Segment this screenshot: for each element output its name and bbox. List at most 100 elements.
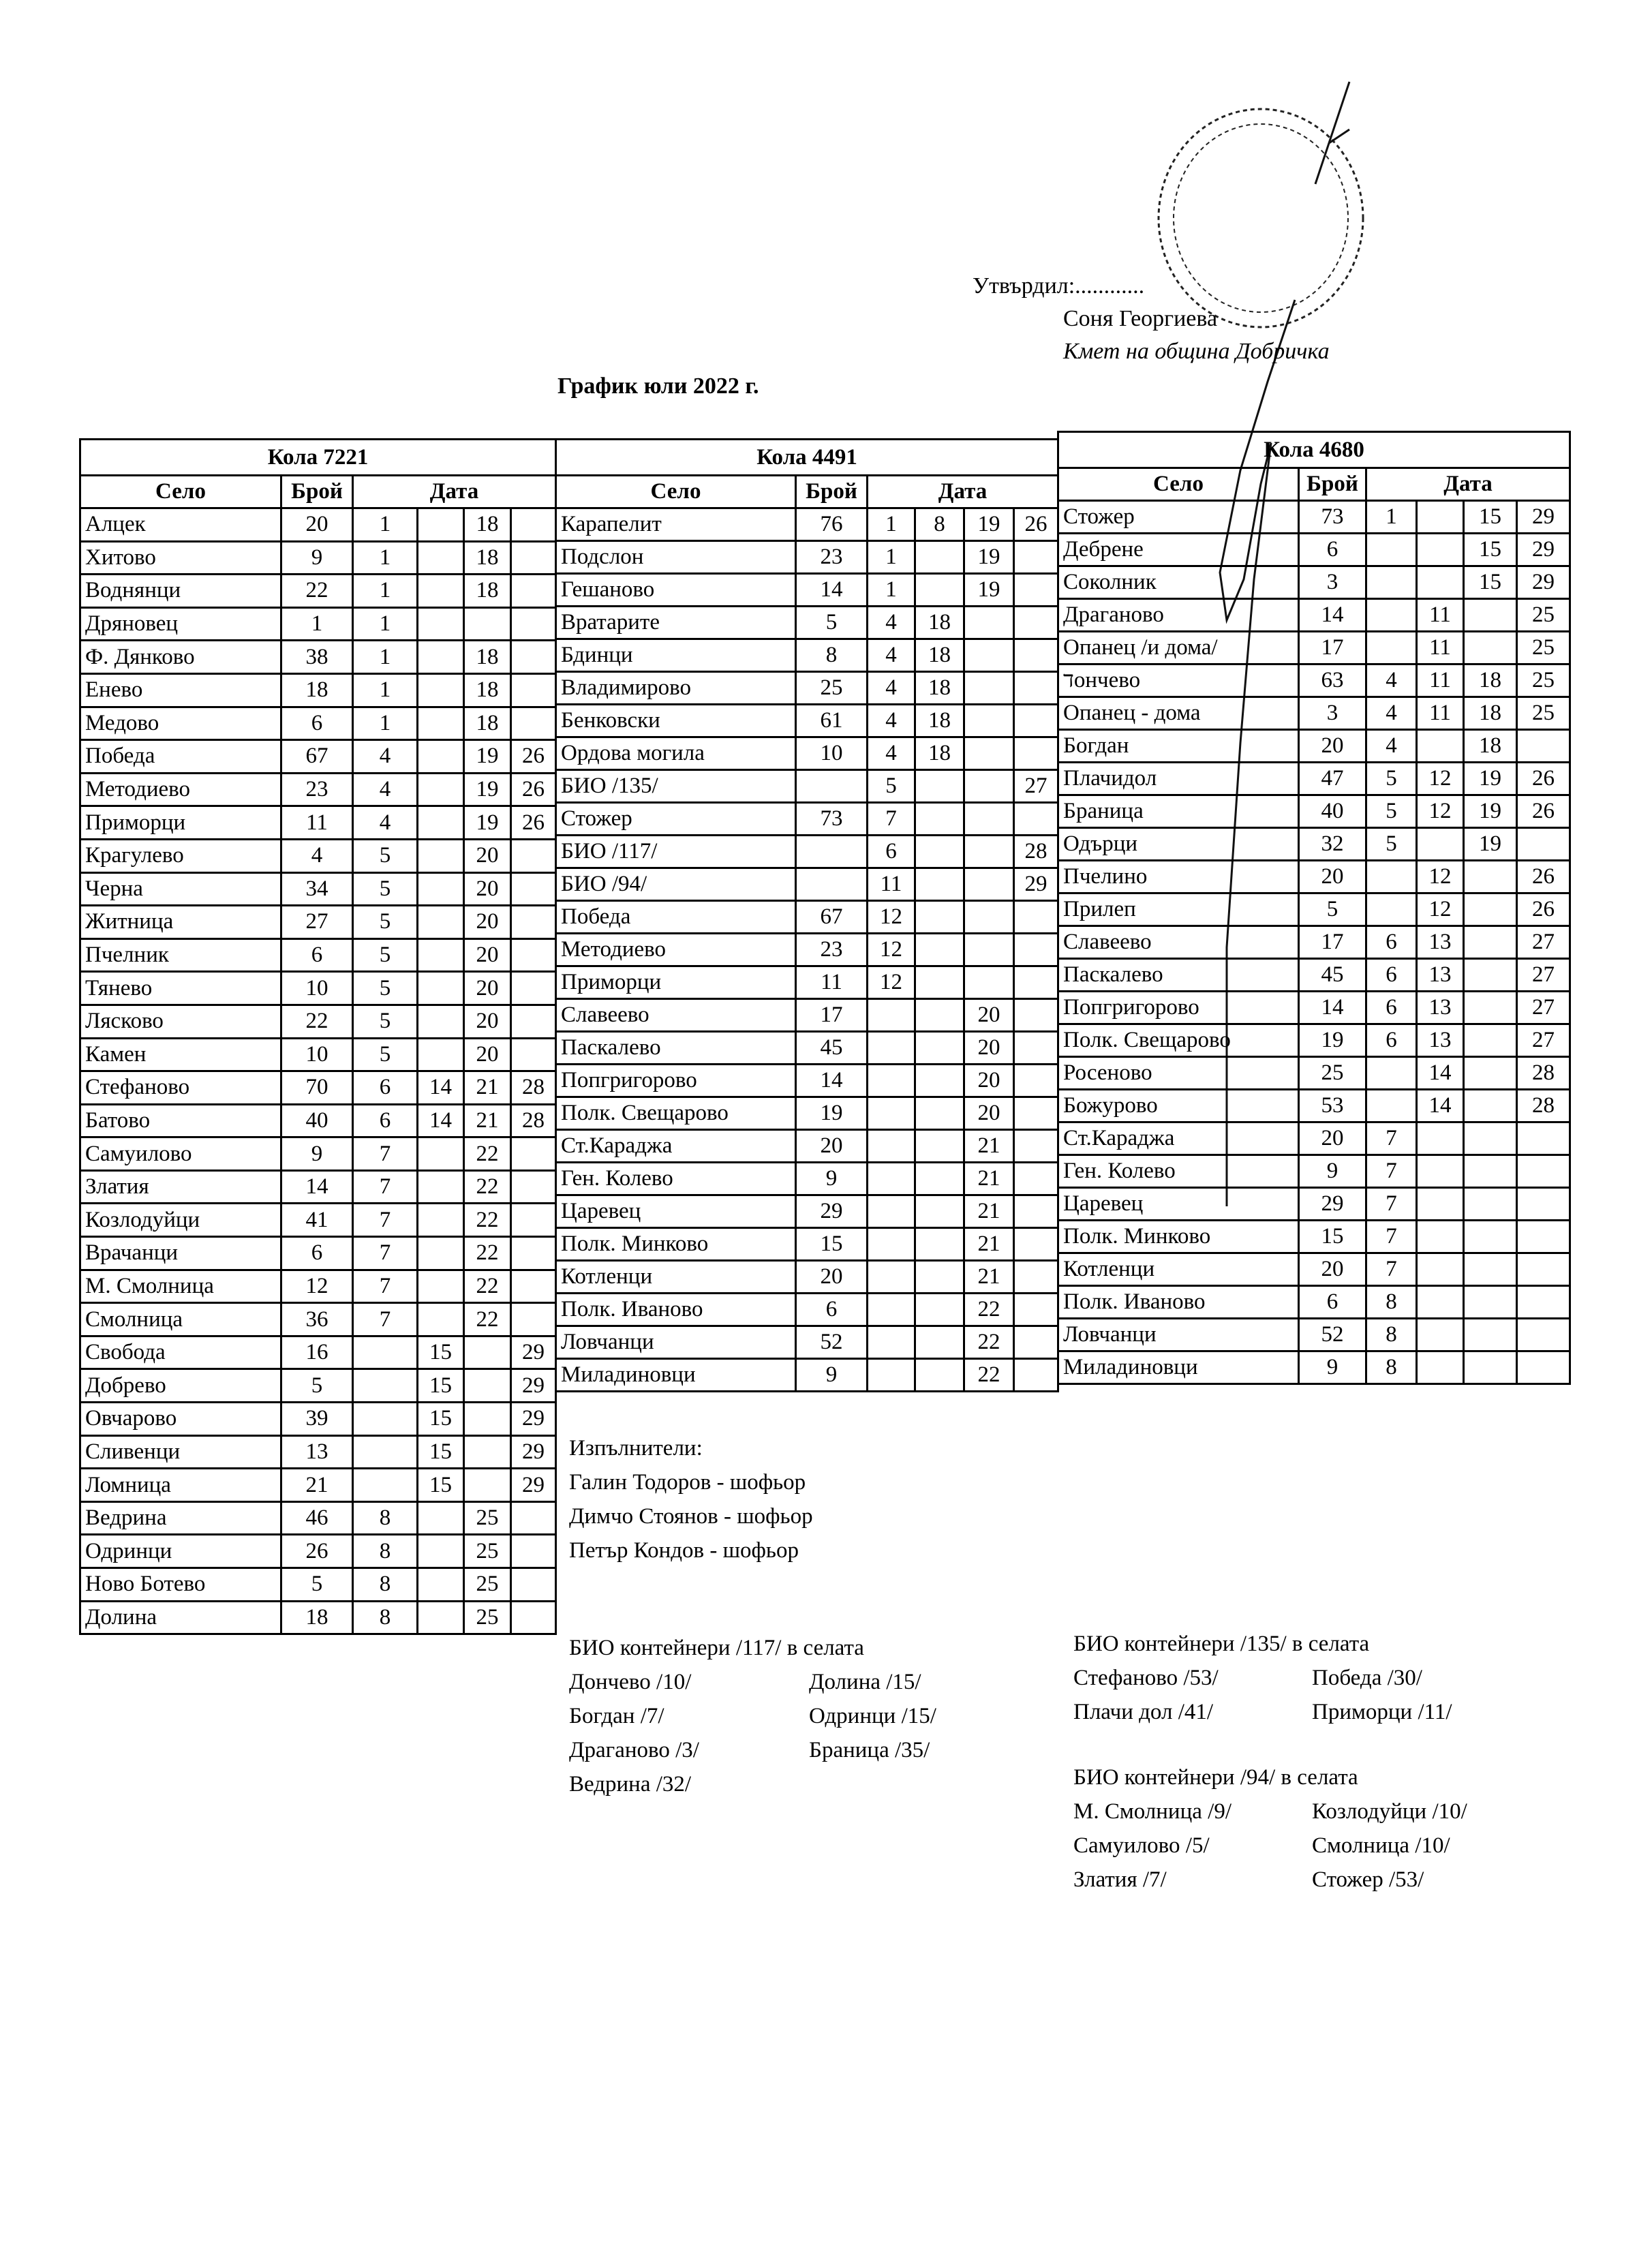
table-row: Добрево 5 15 29 [79, 1368, 557, 1404]
table-row: Алцек 20 1 18 [79, 507, 557, 542]
table-row: Ордова могила 10 4 18 [555, 736, 1060, 771]
table-row: Смолница 36 7 22 [79, 1302, 557, 1337]
date-cell: 7 [866, 801, 916, 836]
date-cell [416, 1302, 465, 1337]
village-cell: Методиево [555, 932, 797, 967]
date-cell: 25 [1515, 663, 1572, 698]
date-cell [509, 606, 557, 642]
count-cell: 5 [1298, 892, 1367, 927]
date-cell: 28 [509, 1103, 557, 1139]
date-cell [866, 998, 916, 1033]
bio-village-item: М. Смолница /9/ [1073, 1799, 1232, 1824]
date-cell: 4 [352, 739, 418, 774]
date-cell: 1 [352, 639, 418, 675]
date-cell: 26 [1515, 761, 1572, 796]
date-cell: 11 [866, 867, 916, 902]
table-row: Приморци 11 4 19 26 [79, 805, 557, 840]
date-cell: 26 [1515, 892, 1572, 927]
date-cell: 19 [1463, 794, 1518, 829]
date-cell: 8 [1365, 1317, 1418, 1352]
village-cell: Методиево [79, 771, 282, 808]
date-cell: 27 [1515, 958, 1572, 992]
bio-village-item: Богдан /7/ [569, 1704, 664, 1728]
table-row: דончево 63 4 11 18 25 [1057, 663, 1572, 698]
date-cell [509, 1236, 557, 1271]
date-cell: 1 [352, 540, 418, 576]
date-cell: 21 [963, 1194, 1015, 1229]
date-cell [963, 736, 1015, 771]
count-cell: 13 [280, 1434, 354, 1470]
village-cell: Пчелник [79, 937, 282, 973]
bio-village-item: Драганово /3/ [569, 1738, 699, 1762]
date-cell: 25 [1515, 598, 1572, 632]
date-cell: 29 [509, 1467, 557, 1503]
date-cell: 22 [963, 1358, 1015, 1392]
date-cell: 21 [963, 1161, 1015, 1196]
village-cell: Свобода [79, 1334, 282, 1371]
date-cell: 7 [1365, 1187, 1418, 1221]
date-cell [463, 606, 512, 642]
date-cell [914, 1194, 965, 1229]
date-cell [463, 1401, 512, 1437]
village-cell: Златия [79, 1169, 282, 1205]
date-cell [963, 605, 1015, 640]
page-title: График юли 2022 г. [557, 373, 759, 399]
column-header-row: Село Брой Дата [1057, 467, 1572, 502]
date-cell [1365, 1088, 1418, 1123]
date-cell [1012, 638, 1060, 673]
column-header-date: Дата [1364, 467, 1572, 502]
table-row: Крагулево 4 5 20 [79, 838, 557, 874]
count-cell: 63 [1298, 663, 1367, 698]
village-cell: Опанец - дома [1057, 696, 1300, 731]
count-cell: 11 [795, 965, 868, 1000]
column-header-row: Село Брой Дата [79, 474, 557, 509]
date-cell: 21 [463, 1103, 512, 1139]
date-cell [866, 1063, 916, 1098]
approved-label: Утвърдил:............ [973, 273, 1145, 299]
table-row: Одринци 26 8 25 [79, 1533, 557, 1569]
date-cell [509, 838, 557, 874]
date-cell [416, 507, 465, 542]
date-cell: 18 [463, 540, 512, 576]
village-cell: Медово [79, 705, 282, 742]
count-cell: 20 [1298, 1121, 1367, 1156]
date-cell [1416, 1187, 1465, 1221]
date-cell [1463, 1317, 1518, 1352]
table-row: Воднянци 22 1 18 [79, 573, 557, 609]
date-cell [509, 672, 557, 708]
count-cell: 67 [280, 739, 354, 774]
date-cell [914, 998, 965, 1033]
date-cell [1012, 1129, 1060, 1163]
table-row: Полк. Иваново 6 8 [1057, 1285, 1572, 1319]
count-cell: 61 [795, 703, 868, 738]
count-cell: 52 [1298, 1317, 1367, 1352]
count-cell: 9 [280, 540, 354, 576]
date-cell [1463, 859, 1518, 894]
village-cell: Попгригорово [1057, 990, 1300, 1025]
count-cell: 17 [795, 998, 868, 1033]
date-cell: 1 [352, 507, 418, 542]
date-cell [914, 1161, 965, 1196]
date-cell [509, 1003, 557, 1039]
date-cell: 21 [963, 1259, 1015, 1294]
date-cell [1012, 1030, 1060, 1065]
date-cell: 12 [866, 965, 916, 1000]
date-cell [1012, 801, 1060, 836]
date-cell [509, 1567, 557, 1602]
date-cell [866, 1096, 916, 1131]
date-cell [416, 1003, 465, 1039]
date-cell [914, 1129, 965, 1163]
date-cell [352, 1334, 418, 1371]
date-cell [416, 1236, 465, 1271]
date-cell [963, 638, 1015, 673]
date-cell: 18 [914, 671, 965, 705]
village-cell: Полк. Иваново [1057, 1285, 1300, 1319]
village-cell: Батово [79, 1103, 282, 1139]
village-cell: Царевец [555, 1194, 797, 1229]
date-cell: 20 [463, 838, 512, 874]
date-cell: 8 [352, 1500, 418, 1536]
date-cell: 8 [352, 1600, 418, 1636]
date-cell [1012, 1194, 1060, 1229]
date-cell: 5 [1365, 794, 1418, 829]
date-cell [352, 1368, 418, 1404]
